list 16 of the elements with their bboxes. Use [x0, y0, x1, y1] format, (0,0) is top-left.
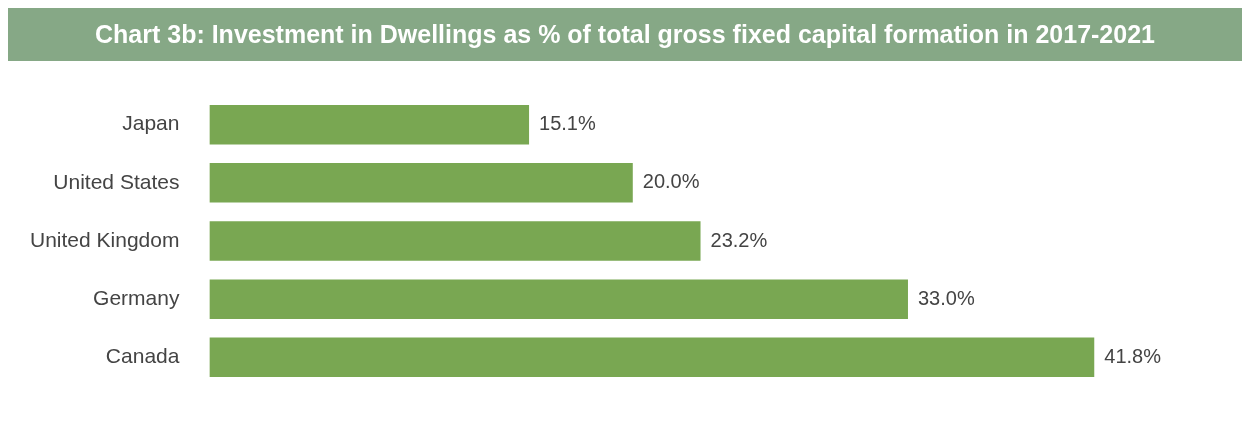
- y-tick-label: United States: [53, 169, 180, 193]
- y-tick-label: Canada: [105, 344, 180, 368]
- data-label: 15.1%: [539, 112, 596, 135]
- data-label: 20.0%: [642, 170, 700, 193]
- data-label: 23.2%: [710, 228, 768, 251]
- bar: [209, 163, 633, 203]
- data-label: 41.8%: [1104, 344, 1162, 367]
- bar: [209, 337, 1095, 378]
- y-tick-label: Japan: [122, 111, 180, 135]
- bar: [209, 104, 530, 145]
- chart-title: Chart 3b: Investment in Dwellings as % of total gross fixed capital formation in 2017-2021: [8, 8, 1242, 61]
- data-label: 33.0%: [917, 286, 975, 309]
- bar: [209, 279, 908, 319]
- y-tick-label: United Kingdom: [30, 227, 180, 251]
- y-tick-label: Germany: [93, 285, 180, 309]
- bar: [209, 221, 701, 261]
